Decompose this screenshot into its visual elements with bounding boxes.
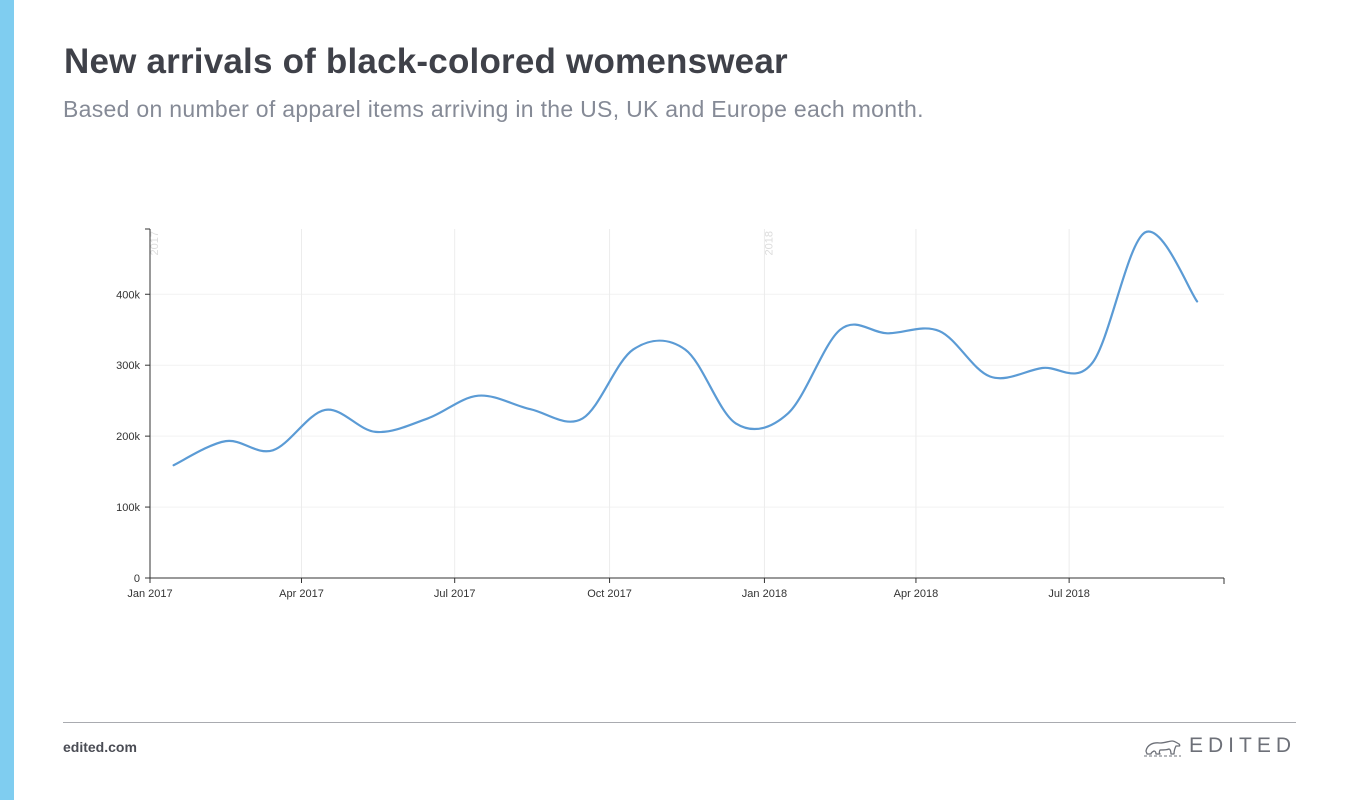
data-point [885,331,889,335]
y-tick-label: 300k [116,360,140,372]
series-line [172,230,1199,467]
x-tick-label: Oct 2017 [587,588,632,600]
x-tick-label: Jul 2018 [1048,588,1090,600]
data-point [1195,299,1199,303]
footer-divider [63,722,1296,723]
footer-url[interactable]: edited.com [63,739,137,755]
x-tick-label: Jan 2017 [127,588,172,600]
x-tick-label: Jul 2017 [434,588,476,600]
data-point [374,430,378,434]
year-marker-label: 2018 [763,231,775,255]
data-point [838,328,842,332]
y-tick-label: 100k [116,502,140,514]
brand-name: EDITED [1188,734,1296,757]
accent-bar [0,0,14,800]
data-point [683,348,687,352]
chart-title: New arrivals of black-colored womenswear [64,42,788,81]
y-tick-label: 200k [116,431,140,443]
data-point [172,463,176,467]
data-point [1091,360,1095,364]
y-tick-label: 0 [134,573,140,585]
data-point [631,348,635,352]
series-layer [172,230,1199,467]
data-point [786,411,790,415]
data-point [988,375,992,379]
year-marker-label: 2017 [149,231,161,255]
data-point [271,448,275,452]
x-tick-label: Apr 2017 [279,588,324,600]
data-point [938,329,942,333]
brand-logo: EDITED [1143,734,1296,758]
data-point [224,439,228,443]
data-point [323,408,327,412]
data-point [528,407,532,411]
data-point [734,421,738,425]
data-point [1040,366,1044,370]
data-point [581,416,585,420]
y-tick-label: 400k [116,289,140,301]
chart-subtitle: Based on number of apparel items arrivin… [63,96,924,122]
x-tick-label: Jan 2018 [742,588,787,600]
data-point [476,394,480,398]
grid-layer [150,229,1224,578]
data-point [426,416,430,420]
axis-layer: 0 100k 200k 300k 400k Jan 2017 Apr 2017 Jul 201… [116,228,1225,600]
data-point [1143,231,1147,235]
x-tick-label: Apr 2018 [894,588,939,600]
polar-bear-logo-icon [1143,740,1181,757]
